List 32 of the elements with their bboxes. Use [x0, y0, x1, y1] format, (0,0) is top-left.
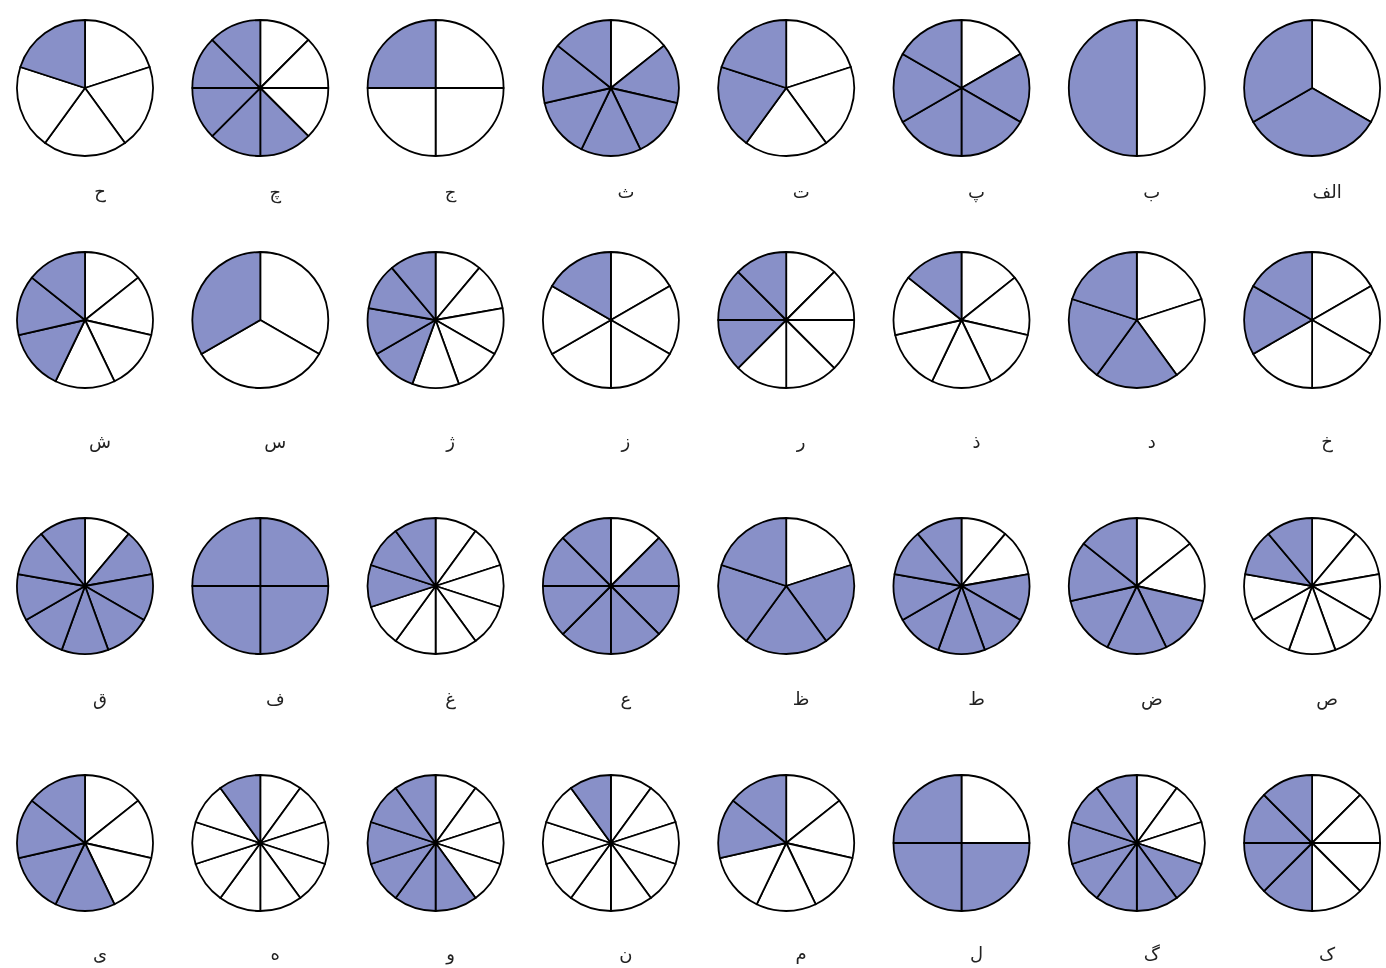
text: ط [968, 688, 985, 709]
text: ص [1316, 688, 1338, 710]
text: ظ [792, 688, 810, 709]
text: ح [94, 181, 107, 203]
text: ب [1143, 181, 1161, 202]
text: ض [1140, 688, 1163, 710]
text: ق [93, 688, 107, 709]
text: س [264, 431, 287, 452]
text: ل [969, 943, 984, 964]
text: ت [792, 181, 810, 202]
text: ج [444, 181, 457, 203]
text: ی [92, 943, 108, 964]
text: گ [1143, 943, 1161, 964]
text: و [445, 943, 455, 965]
text: ذ [972, 431, 981, 452]
text: ه [270, 943, 281, 964]
text: ز [620, 431, 631, 452]
text: چ [269, 181, 282, 204]
text: د [1147, 431, 1156, 452]
text: الف [1312, 181, 1342, 202]
text: خ [1321, 431, 1334, 453]
text: ش [89, 431, 111, 452]
text: ف [265, 688, 285, 709]
text: م [795, 943, 807, 964]
text: غ [445, 688, 457, 710]
text: ن [619, 943, 633, 964]
text: ث [617, 181, 635, 202]
text: ر [795, 431, 806, 452]
text: ع [620, 688, 632, 710]
text: ک [1319, 943, 1337, 964]
text: ژ [445, 431, 455, 452]
text: پ [968, 181, 985, 203]
